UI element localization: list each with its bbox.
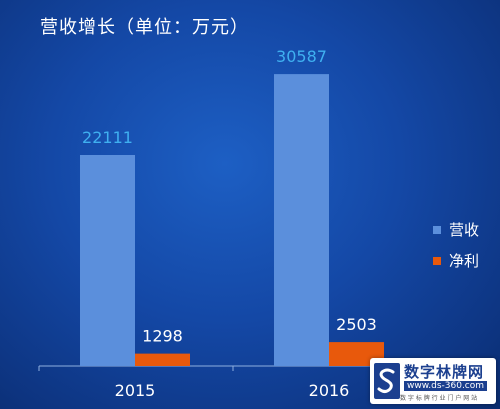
watermark-logo: 数字林牌网 www.ds-360.com 数 字 标 牌 行 业 门 户 网 站	[370, 358, 496, 404]
legend-swatch-profit	[433, 256, 441, 265]
data-label-profit-2015: 1298	[142, 327, 183, 346]
legend-item-profit: 净利	[433, 245, 479, 276]
chart-legend: 营收 净利	[433, 214, 479, 276]
bar-revenue-2016	[274, 74, 329, 367]
bar-profit-2015	[135, 353, 190, 366]
legend-item-revenue: 营收	[433, 214, 479, 245]
legend-swatch-revenue	[433, 225, 441, 234]
bar-revenue-2015	[80, 154, 135, 366]
logo-s-icon	[374, 363, 400, 399]
x-tick-label-2015: 2015	[115, 381, 156, 400]
data-label-revenue-2015: 22111	[82, 128, 133, 147]
chart-title: 营收增长（单位：万元）	[40, 17, 249, 38]
legend-label-profit: 净利	[449, 252, 480, 270]
x-tick-label-2016: 2016	[309, 381, 350, 400]
data-label-revenue-2016: 30587	[276, 47, 327, 66]
logo-slogan: 数 字 标 牌 行 业 门 户 网 站	[400, 395, 478, 402]
data-label-profit-2016: 2503	[336, 315, 377, 334]
logo-url: www.ds-360.com	[404, 381, 488, 391]
logo-name: 数字林牌网	[404, 363, 485, 381]
legend-label-revenue: 营收	[449, 221, 480, 239]
